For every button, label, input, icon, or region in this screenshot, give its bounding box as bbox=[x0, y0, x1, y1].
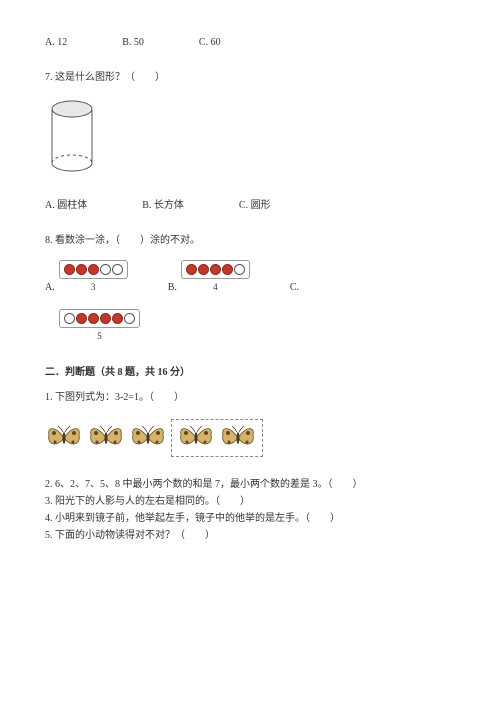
section-2-heading: 二．判断题（共 8 题，共 16 分） bbox=[45, 365, 455, 380]
judge-3: 3. 阳光下的人影与人的左右是相同的。（ ） bbox=[45, 494, 455, 509]
q7-text: 7. 这是什么图形？（ ） bbox=[45, 70, 455, 85]
butterfly-icon bbox=[129, 423, 167, 453]
butterfly-group bbox=[45, 419, 455, 457]
q8-a-label: A. bbox=[45, 280, 55, 295]
judge-4: 4. 小明来到镜子前，他举起左手，镜子中的他举的是左手。（ ） bbox=[45, 511, 455, 526]
cylinder-figure bbox=[45, 97, 455, 182]
butterfly-icon bbox=[87, 423, 125, 453]
q7-opt-a: A. 圆柱体 bbox=[45, 198, 87, 213]
butterfly-icon bbox=[219, 423, 257, 453]
q8-text: 8. 看数涂一涂，（ ）涂的不对。 bbox=[45, 233, 455, 248]
q6-opt-a: A. 12 bbox=[45, 35, 67, 50]
q8-c-label: C. bbox=[290, 280, 299, 295]
q8-opt-c: 5 bbox=[59, 309, 455, 344]
q8-b-dots bbox=[186, 264, 245, 275]
q8-opt-a: A. 3 bbox=[45, 260, 128, 295]
q8-a-dots bbox=[64, 264, 123, 275]
q8-b-num: 4 bbox=[213, 281, 218, 295]
q7-opt-c: C. 圆形 bbox=[239, 198, 271, 213]
butterfly-icon bbox=[45, 423, 83, 453]
q8-b-label: B. bbox=[168, 280, 177, 295]
judge-2: 2. 6、2、7、5、8 中最小两个数的和是 7，最小两个数的差是 3。（ ） bbox=[45, 477, 455, 492]
q7-opt-b: B. 长方体 bbox=[142, 198, 184, 213]
q6-opt-c: C. 60 bbox=[199, 35, 221, 50]
judge-1: 1. 下图列式为：3-2=1。（ ） bbox=[45, 390, 455, 405]
judge-5: 5. 下面的小动物读得对不对？（ ） bbox=[45, 528, 455, 543]
q8-c-num: 5 bbox=[97, 330, 102, 344]
q8-a-num: 3 bbox=[91, 281, 96, 295]
butterfly-icon bbox=[177, 423, 215, 453]
q6-opt-b: B. 50 bbox=[122, 35, 144, 50]
q8-c-dots bbox=[64, 313, 135, 324]
q8-opt-b: B. 4 bbox=[168, 260, 250, 295]
